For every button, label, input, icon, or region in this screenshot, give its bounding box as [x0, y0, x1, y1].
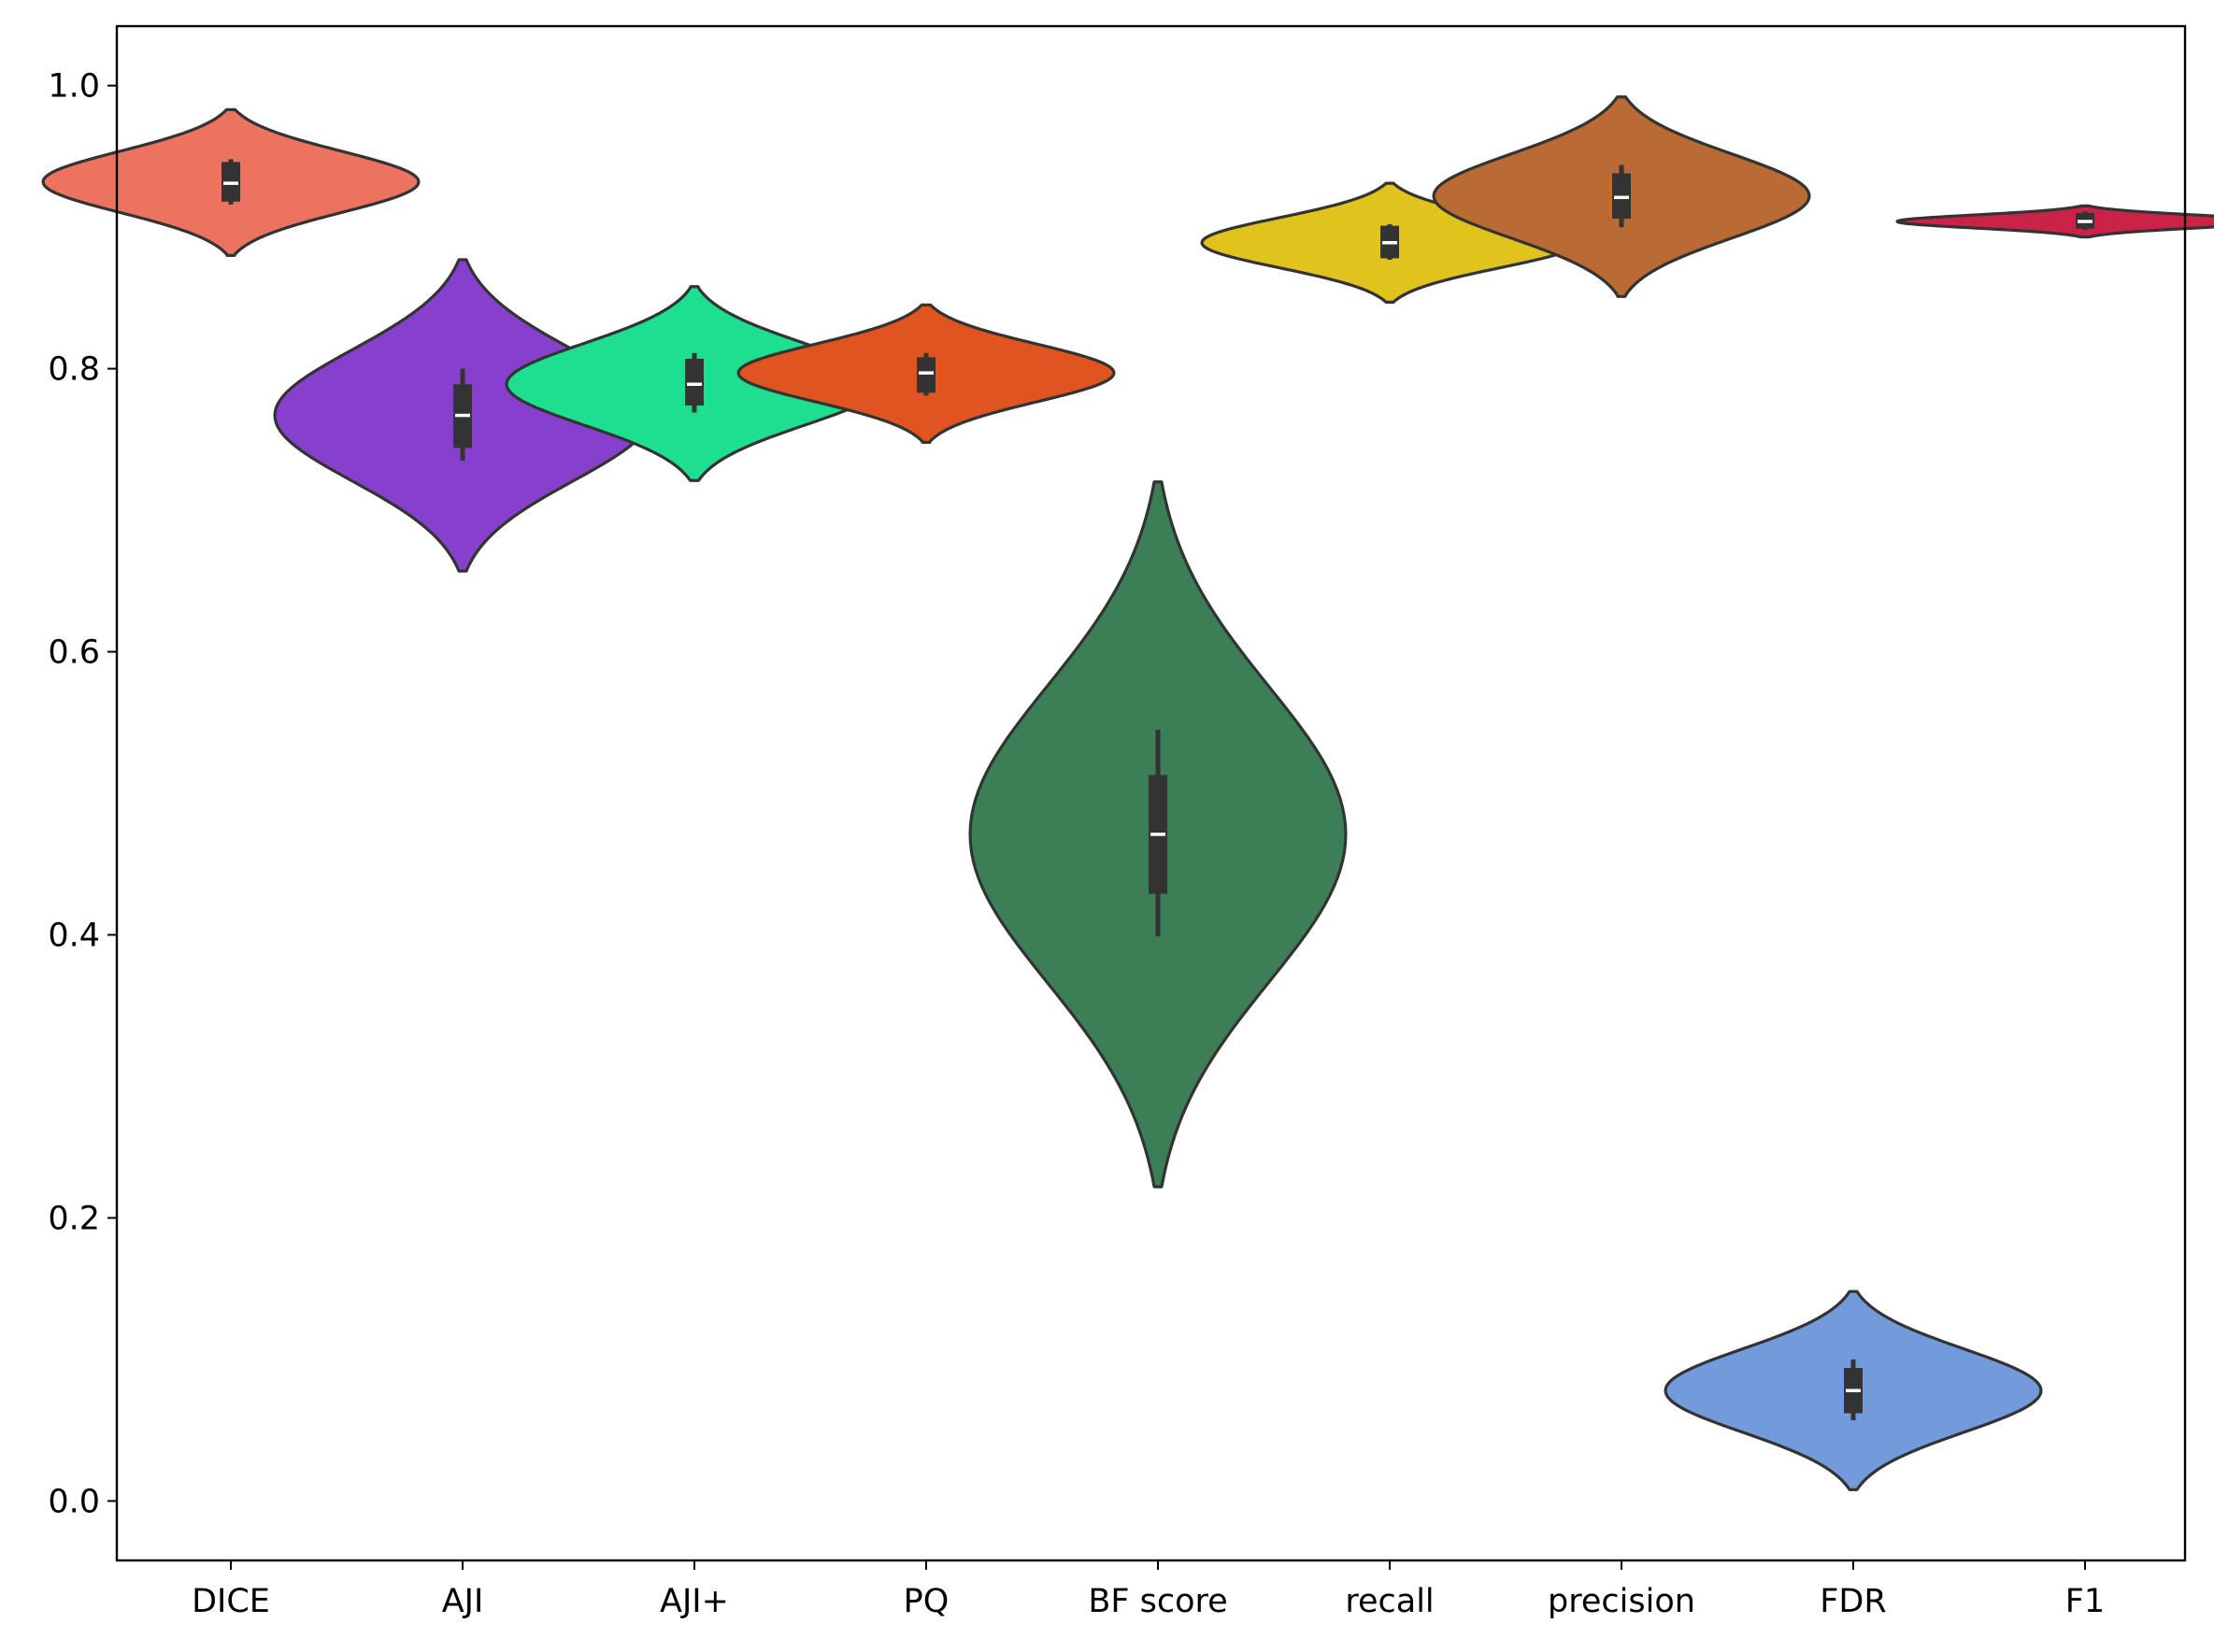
plot-frame: [115, 24, 2187, 1562]
y-axis: 0.0 0.2 0.4 0.6 0.8 1.0: [48, 68, 117, 1520]
x-tick-label: DICE: [192, 1583, 270, 1620]
x-tick-label: F1: [2065, 1583, 2105, 1620]
x-tick-label: PQ: [904, 1583, 950, 1620]
y-tick-label: 0.8: [48, 351, 100, 389]
x-tick-label: FDR: [1820, 1583, 1886, 1620]
x-tick-label: AJI+: [660, 1583, 729, 1620]
x-tick-label: AJI: [442, 1583, 484, 1620]
x-axis: DICE AJI AJI+ PQ BF score recall precision FDR F…: [192, 1560, 2105, 1620]
iqr-box: [917, 357, 936, 393]
violins-layer: [41, 95, 2214, 1491]
x-tick-label: precision: [1548, 1583, 1695, 1620]
y-tick-label: 0.6: [48, 634, 100, 672]
y-tick-label: 0.4: [48, 917, 100, 954]
y-tick-label: 0.0: [48, 1483, 100, 1520]
x-tick-label: recall: [1345, 1583, 1434, 1620]
y-tick-label: 1.0: [48, 68, 100, 106]
y-tick-label: 0.2: [48, 1200, 100, 1237]
x-tick-label: BF score: [1088, 1583, 1227, 1620]
iqr-box: [685, 358, 704, 406]
violin-f1: [1895, 204, 2214, 239]
